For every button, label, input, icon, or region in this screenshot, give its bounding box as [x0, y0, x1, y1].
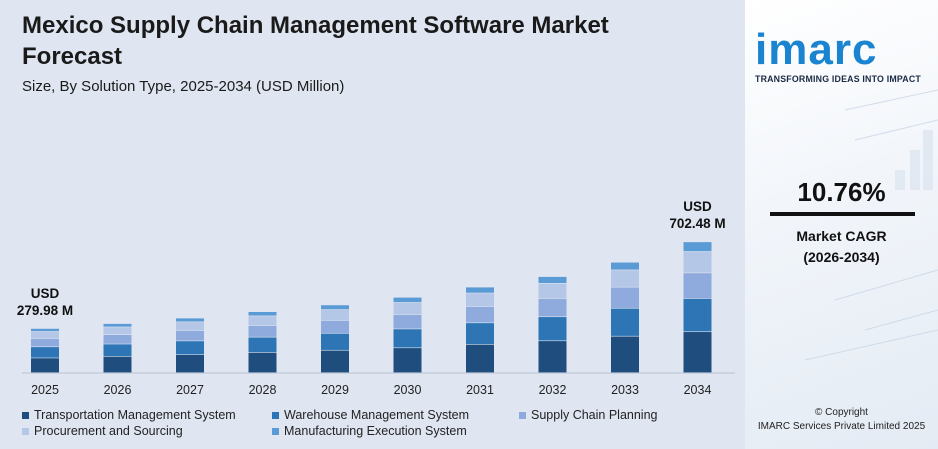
chart-panel: Mexico Supply Chain Management Software … — [16, 12, 735, 438]
total-annotation-2025: USD — [31, 286, 60, 301]
bar-segment-2034-4 — [683, 251, 712, 273]
bar-segment-2026-3 — [103, 335, 132, 344]
bar-segment-2033-5 — [611, 262, 639, 270]
legend-swatch — [22, 411, 29, 419]
cagr-label-line2: (2026-2034) — [803, 249, 880, 265]
bar-segment-2028-1 — [248, 352, 277, 373]
stacked-bar-chart: 2025 2026 2027 2028 2029 2030 2031 2032 2033 2034… — [17, 199, 735, 397]
bar-segment-2031-3 — [466, 306, 494, 323]
bar-segment-2029-5 — [321, 305, 349, 310]
bar-segment-2031-5 — [466, 287, 494, 293]
bar-segment-2031-4 — [466, 293, 494, 307]
bar-segment-2026-4 — [103, 327, 132, 335]
bar-segment-2025-3 — [31, 338, 59, 347]
copyright-line1: © Copyright — [815, 407, 868, 418]
x-tick-label: 2025 — [31, 383, 59, 397]
legend-label: Manufacturing Execution System — [284, 424, 467, 438]
copyright-line2: IMARC Services Private Limited 2025 — [757, 421, 926, 432]
legend-label: Transportation Management System — [34, 408, 236, 422]
bar-segment-2030-4 — [393, 302, 422, 315]
bar-segment-2031-2 — [466, 323, 494, 344]
bar-segment-2032-1 — [538, 341, 567, 373]
legend-item: Transportation Management System — [22, 408, 236, 422]
bar-segment-2031-1 — [466, 344, 494, 373]
bar-segment-2030-2 — [393, 329, 422, 348]
legend-label: Supply Chain Planning — [531, 408, 658, 422]
bar-segment-2034-3 — [683, 273, 712, 299]
bar-segment-2033-2 — [611, 308, 639, 336]
imarc-logo: imarc TRANSFORMING IDEAS INTO IMPACT — [755, 25, 935, 85]
legend-swatch — [519, 411, 526, 419]
cagr-label: Market CAGR (2026-2034) — [745, 226, 938, 268]
bar-segment-2028-3 — [248, 325, 277, 337]
legend-swatch — [22, 427, 29, 435]
x-tick-label: 2032 — [539, 383, 567, 397]
bar-segment-2025-1 — [31, 358, 59, 373]
bar-segment-2025-5 — [31, 328, 59, 332]
bar-segment-2030-3 — [393, 314, 422, 329]
total-annotation-2034: 702.48 M — [669, 216, 725, 231]
logo-wordmark: imarc — [755, 25, 878, 74]
x-tick-label: 2034 — [684, 383, 712, 397]
x-tick-label: 2030 — [394, 383, 422, 397]
legend-swatch — [272, 427, 279, 435]
x-tick-label: 2029 — [321, 383, 349, 397]
legend-label: Procurement and Sourcing — [34, 424, 183, 438]
bar-segment-2027-2 — [176, 341, 204, 355]
legend-label: Warehouse Management System — [284, 408, 470, 422]
bar-segment-2025-2 — [31, 347, 59, 358]
bar-segment-2030-5 — [393, 297, 422, 303]
x-tick-label: 2033 — [611, 383, 639, 397]
x-tick-label: 2027 — [176, 383, 204, 397]
brand-panel: imarc TRANSFORMING IDEAS INTO IMPACT 10.… — [745, 0, 938, 449]
bar-segment-2026-1 — [103, 356, 132, 373]
cagr-label-line1: Market CAGR — [796, 228, 887, 244]
bar-segment-2028-5 — [248, 311, 277, 316]
legend-swatch — [272, 411, 279, 419]
bar-segment-2030-1 — [393, 348, 422, 373]
total-annotation-2034: USD — [683, 199, 712, 214]
bar-segment-2027-3 — [176, 330, 204, 341]
bar-segment-2027-4 — [176, 322, 204, 331]
chart-subtitle: Size, By Solution Type, 2025-2034 (USD M… — [22, 78, 345, 95]
bar-segment-2034-1 — [683, 332, 712, 373]
copyright: © Copyright IMARC Services Private Limit… — [745, 406, 938, 434]
bar-segment-2034-2 — [683, 298, 712, 332]
chart-title: Mexico Supply Chain Management Software … — [22, 12, 609, 70]
cagr-value: 10.76% — [797, 177, 886, 207]
x-tick-label: 2028 — [249, 383, 277, 397]
background-decoration — [804, 89, 938, 361]
logo-tagline: TRANSFORMING IDEAS INTO IMPACT — [755, 74, 921, 84]
bar-segment-2033-1 — [611, 336, 639, 373]
cagr-divider — [770, 212, 915, 216]
bar-segment-2033-4 — [611, 270, 639, 287]
bar-segment-2029-3 — [321, 320, 349, 334]
bar-segment-2032-2 — [538, 317, 567, 341]
legend-item: Warehouse Management System — [272, 408, 469, 422]
bar-segment-2033-3 — [611, 287, 639, 308]
legend-item: Procurement and Sourcing — [22, 424, 183, 438]
legend-item: Manufacturing Execution System — [272, 424, 467, 438]
bar-segment-2026-2 — [103, 344, 132, 357]
bar-segment-2032-3 — [538, 298, 567, 317]
bar-segment-2028-2 — [248, 337, 277, 353]
bar-segment-2027-5 — [176, 318, 204, 322]
bar-segment-2032-4 — [538, 283, 567, 299]
legend-item: Supply Chain Planning — [519, 408, 657, 422]
x-tick-label: 2026 — [104, 383, 132, 397]
bar-segment-2027-1 — [176, 354, 204, 373]
bar-segment-2025-4 — [31, 331, 59, 339]
total-annotation-2025: 279.98 M — [17, 303, 73, 318]
bar-segment-2029-1 — [321, 350, 349, 373]
bar-segment-2029-4 — [321, 309, 349, 321]
bar-segment-2026-5 — [103, 323, 132, 327]
bar-segment-2029-2 — [321, 333, 349, 350]
bar-segment-2034-5 — [683, 242, 712, 252]
bar-segment-2028-4 — [248, 316, 277, 326]
bar-segment-2032-5 — [538, 276, 567, 283]
x-tick-label: 2031 — [466, 383, 494, 397]
